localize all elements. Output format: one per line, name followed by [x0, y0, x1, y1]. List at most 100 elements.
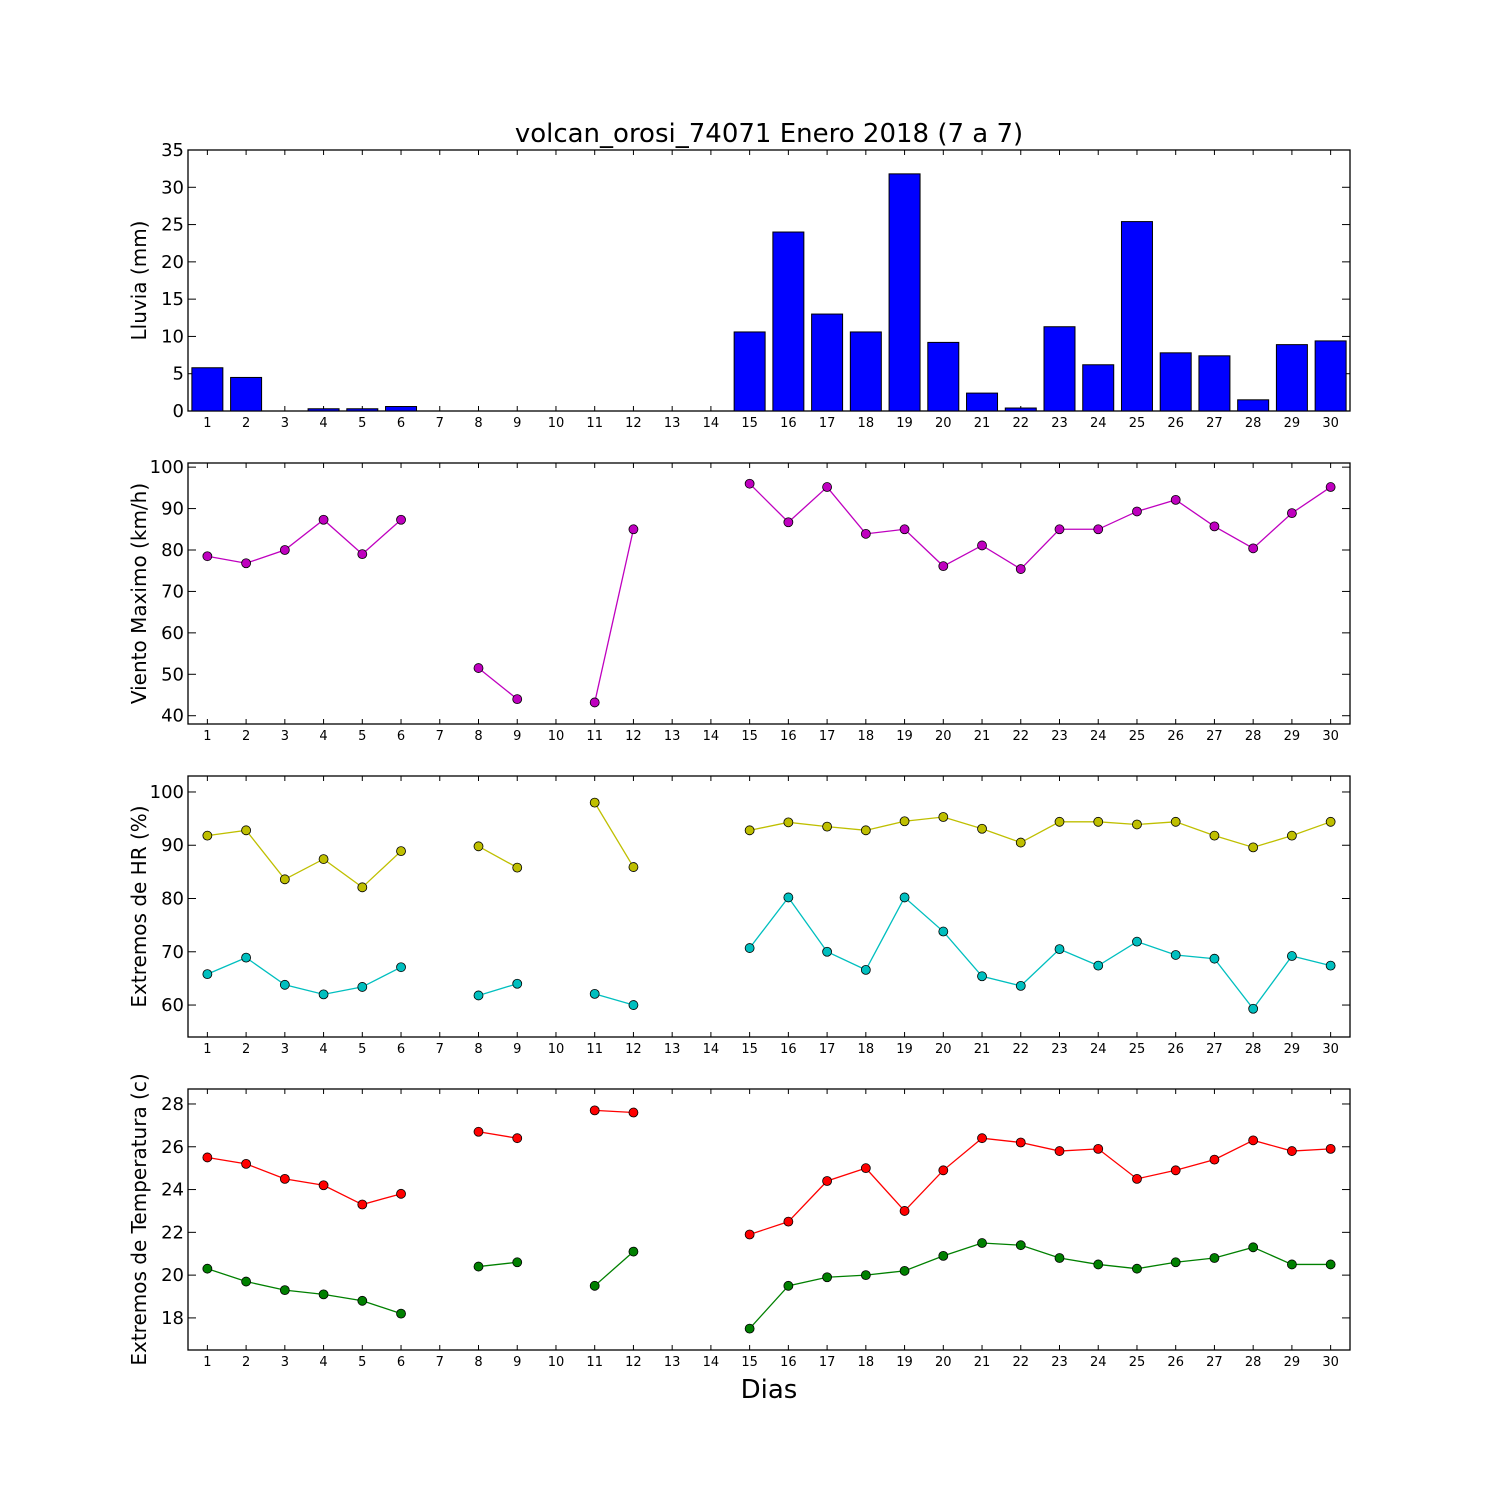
series-line [594, 1109, 634, 1114]
x-tick-label: 21 [974, 1355, 991, 1370]
y-tick-label: 18 [161, 1308, 184, 1329]
data-point [589, 988, 600, 999]
data-point [589, 1105, 600, 1116]
x-tick-label: 12 [625, 1042, 642, 1057]
x-tick-label: 6 [397, 1355, 405, 1370]
x-tick-label: 26 [1167, 1042, 1184, 1057]
data-point [783, 1216, 794, 1227]
bar [811, 313, 844, 412]
x-tick-label: 9 [513, 416, 521, 431]
data-point [1287, 508, 1297, 519]
x-tick-label: 22 [1012, 1355, 1029, 1370]
series-line [478, 845, 518, 869]
series-line [478, 667, 518, 700]
x-tick-label: 8 [474, 416, 482, 431]
y-tick-label: 60 [161, 995, 184, 1016]
x-tick-label: 9 [513, 729, 521, 744]
data-point [977, 1238, 987, 1248]
plot-frame [187, 1088, 1351, 1351]
x-tick-label: 11 [586, 416, 603, 431]
x-tick-label: 29 [1284, 1355, 1301, 1370]
x-tick-label: 9 [513, 1355, 521, 1370]
data-point [628, 1246, 639, 1257]
x-tick-label: 23 [1051, 1042, 1068, 1057]
x-tick-label: 15 [741, 416, 758, 431]
data-point [1132, 819, 1142, 830]
data-point [1015, 837, 1026, 848]
data-point [589, 797, 600, 808]
x-tick-label: 11 [586, 1042, 603, 1057]
data-point [202, 1152, 213, 1163]
data-point [1325, 816, 1336, 827]
x-tick-label: 12 [625, 1355, 642, 1370]
x-tick-label: 19 [896, 416, 913, 431]
data-point [396, 962, 406, 973]
x-tick-label: 28 [1245, 1042, 1262, 1057]
x-tick-label: 28 [1245, 416, 1262, 431]
data-point [1287, 951, 1297, 961]
y-tick-label: 20 [161, 252, 184, 273]
x-tick-label: 11 [586, 729, 603, 744]
x-tick-label: 3 [281, 1355, 289, 1370]
x-tick-label: 1 [203, 729, 211, 744]
data-point [744, 943, 755, 953]
x-tick-label: 13 [664, 1042, 681, 1057]
y-tick-label: 50 [161, 664, 184, 685]
data-point [628, 524, 639, 535]
x-tick-label: 15 [741, 1355, 758, 1370]
x-tick-label: 30 [1322, 729, 1339, 744]
bar [346, 408, 379, 412]
x-tick-label: 22 [1012, 416, 1029, 431]
bar [1237, 399, 1270, 412]
x-tick-label: 4 [319, 1042, 327, 1057]
x-tick-label: 7 [436, 1355, 444, 1370]
data-point [1093, 960, 1104, 971]
data-point [1248, 1242, 1259, 1253]
data-point [318, 989, 329, 1000]
data-point [202, 1263, 213, 1274]
data-point [783, 892, 794, 903]
series-line [207, 518, 402, 564]
x-tick-label: 2 [242, 729, 250, 744]
x-tick-label: 23 [1051, 1355, 1068, 1370]
data-point [318, 1180, 329, 1191]
data-point [512, 978, 523, 989]
data-point [822, 821, 832, 832]
bar [1082, 364, 1115, 412]
x-tick-label: 4 [319, 729, 327, 744]
data-point [202, 830, 213, 841]
x-tick-label: 5 [358, 416, 366, 431]
bar [191, 367, 224, 412]
x-tick-label: 6 [397, 729, 405, 744]
x-tick-label: 24 [1090, 1042, 1107, 1057]
x-tick-label: 20 [935, 416, 952, 431]
data-point [318, 854, 329, 864]
data-point [860, 964, 871, 975]
data-point [279, 874, 290, 885]
x-tick-label: 25 [1129, 416, 1146, 431]
bar [230, 376, 263, 412]
series-line [207, 829, 402, 889]
y-tick-label: 40 [161, 706, 184, 727]
data-point [1325, 1259, 1336, 1270]
y-tick-label: 80 [161, 889, 184, 910]
x-tick-label: 2 [242, 1355, 250, 1370]
bar [888, 173, 921, 412]
x-tick-label: 1 [203, 1355, 211, 1370]
x-tick-label: 27 [1206, 1355, 1223, 1370]
bar [849, 331, 882, 412]
data-point [1248, 543, 1259, 554]
x-tick-label: 29 [1284, 416, 1301, 431]
data-point [822, 1272, 832, 1283]
y-axis-label: Extremos de Temperatura (c) [127, 1073, 151, 1365]
data-point [1015, 980, 1026, 991]
x-tick-label: 10 [548, 729, 565, 744]
data-point [1132, 506, 1142, 517]
data-point [357, 1199, 368, 1210]
data-point [1054, 816, 1065, 827]
bar [1314, 340, 1347, 412]
x-tick-label: 21 [974, 416, 991, 431]
bar [1120, 221, 1153, 412]
x-tick-label: 5 [358, 1355, 366, 1370]
data-point [744, 1229, 755, 1240]
